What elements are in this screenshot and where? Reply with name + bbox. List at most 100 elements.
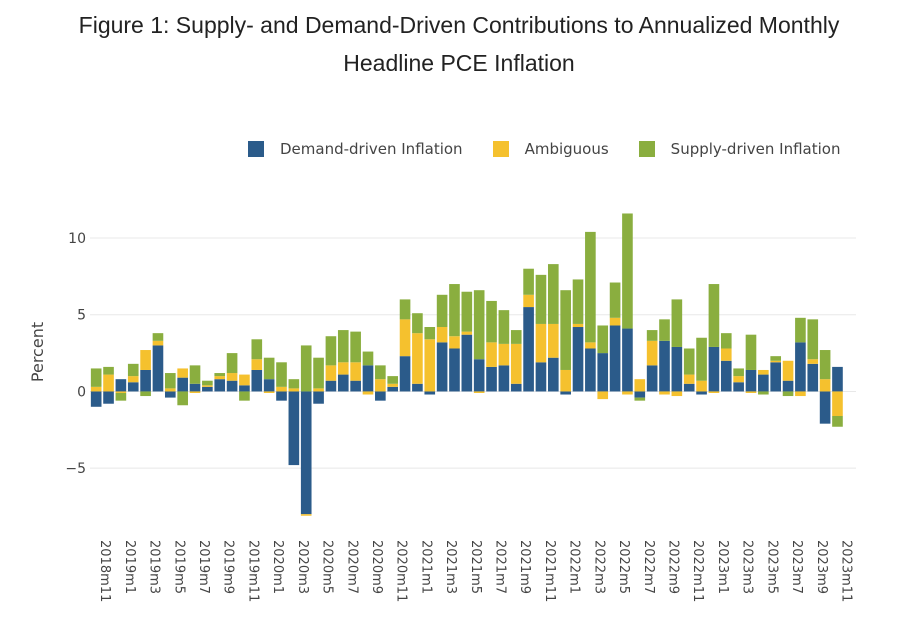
- bar-ambiguous-2019m11: [239, 374, 250, 386]
- bar-demand-2019m8: [202, 386, 213, 392]
- bar-ambiguous-2021m7: [486, 342, 497, 367]
- bar-demand-2023m3: [733, 382, 744, 392]
- bar-demand-2022m12: [696, 391, 707, 395]
- bar-demand-2021m1: [412, 383, 423, 392]
- x-tick-label: 2022m7: [641, 540, 656, 594]
- bar-supply-2019m8: [202, 380, 213, 386]
- bar-demand-2023m7: [782, 380, 794, 392]
- x-tick-label: 2022m5: [616, 540, 631, 594]
- bar-ambiguous-2019m1: [115, 391, 127, 393]
- x-tick-label: 2019m5: [171, 540, 186, 594]
- bar-supply-2019m6: [177, 391, 188, 406]
- legend-item-supply[interactable]: Supply-driven Inflation: [638, 140, 841, 158]
- x-tick-label: 2021m1: [418, 540, 433, 594]
- bar-ambiguous-2023m6: [770, 360, 782, 363]
- bar-demand-2020m8: [350, 380, 361, 392]
- bar-demand-2020m3: [288, 391, 300, 466]
- bar-supply-2021m8: [498, 310, 510, 344]
- bar-supply-2023m1: [708, 284, 720, 347]
- x-tick-label: 2021m3: [443, 540, 458, 594]
- bar-ambiguous-2023m7: [782, 360, 794, 381]
- bar-demand-2022m5: [609, 325, 621, 392]
- bar-supply-2022m4: [597, 325, 609, 354]
- bar-demand-2019m2: [127, 382, 139, 392]
- bar-demand-2023m4: [745, 369, 757, 392]
- x-tick-label: 2023m3: [740, 540, 755, 594]
- legend-item-demand[interactable]: Demand-driven Inflation: [248, 140, 463, 158]
- bar-ambiguous-2021m3: [436, 327, 448, 343]
- bar-supply-2021m11: [535, 274, 547, 324]
- bar-supply-2018m11: [90, 368, 102, 387]
- bar-supply-2020m5: [313, 357, 324, 389]
- bar-demand-2020m5: [313, 391, 324, 404]
- bar-demand-2022m11: [683, 383, 695, 392]
- x-tick-label: 2019m11: [245, 540, 260, 602]
- bar-demand-2018m11: [90, 391, 102, 407]
- legend-label-supply: Supply-driven Inflation: [670, 140, 841, 158]
- bar-ambiguous-2020m7: [337, 362, 349, 375]
- bar-ambiguous-2023m1: [708, 391, 720, 393]
- bar-demand-2021m2: [424, 391, 436, 395]
- bar-ambiguous-2021m1: [412, 333, 423, 384]
- bar-ambiguous-2020m8: [350, 362, 361, 381]
- bar-ambiguous-2022m4: [597, 391, 609, 400]
- bar-demand-2020m2: [276, 391, 287, 401]
- bar-supply-2019m12: [251, 339, 263, 360]
- bar-ambiguous-2023m8: [795, 391, 806, 397]
- bar-ambiguous-2023m10: [819, 379, 831, 392]
- bar-ambiguous-2022m5: [609, 317, 621, 326]
- bar-supply-2021m9: [510, 330, 522, 344]
- bar-demand-2018m12: [103, 391, 114, 404]
- bar-supply-2020m1: [263, 357, 275, 380]
- x-tick-label: 2021m9: [517, 540, 532, 594]
- bar-demand-2022m2: [572, 327, 584, 392]
- bar-ambiguous-2020m2: [276, 386, 287, 392]
- bar-demand-2021m8: [498, 365, 510, 392]
- legend-item-ambiguous[interactable]: Ambiguous: [492, 140, 609, 158]
- bar-demand-2022m4: [597, 353, 609, 392]
- bar-supply-2019m9: [214, 373, 226, 377]
- bar-demand-2019m12: [251, 369, 263, 392]
- bar-demand-2019m6: [177, 377, 188, 392]
- bar-ambiguous-2018m11: [90, 386, 102, 392]
- bar-demand-2022m10: [671, 346, 683, 392]
- bar-ambiguous-2020m10: [375, 379, 386, 392]
- legend-swatch-supply: [638, 141, 655, 157]
- bar-demand-2019m9: [214, 379, 226, 392]
- bar-ambiguous-2020m1: [263, 391, 275, 393]
- bar-ambiguous-2019m9: [214, 376, 226, 380]
- x-tick-label: 2020m3: [295, 540, 310, 594]
- x-tick-label: 2021m7: [493, 540, 508, 594]
- bar-supply-2022m3: [585, 231, 596, 343]
- bar-supply-2020m6: [325, 336, 337, 366]
- bar-ambiguous-2019m5: [164, 388, 176, 392]
- grid-lines: [90, 237, 856, 469]
- bar-ambiguous-2019m10: [226, 373, 238, 381]
- bar-supply-2020m12: [399, 299, 411, 320]
- bar-ambiguous-2020m11: [387, 383, 399, 387]
- bar-demand-2020m12: [399, 356, 411, 392]
- bar-ambiguous-2022m6: [622, 391, 633, 395]
- bar-supply-2020m4: [300, 345, 312, 392]
- x-tick-label: 2019m3: [147, 540, 162, 594]
- x-tick-label: 2021m11: [542, 540, 557, 602]
- bar-supply-2020m8: [350, 331, 361, 363]
- x-tick-label: 2023m7: [789, 540, 804, 594]
- bar-supply-2018m12: [103, 366, 114, 375]
- bar-supply-2019m4: [152, 333, 164, 341]
- bar-ambiguous-2023m3: [733, 376, 744, 383]
- bar-supply-2023m7: [782, 391, 794, 397]
- bar-demand-2021m3: [436, 342, 448, 392]
- bar-ambiguous-2020m3: [288, 388, 300, 392]
- bar-supply-2022m9: [659, 319, 670, 341]
- x-tick-label: 2021m5: [468, 540, 483, 594]
- bar-demand-2021m9: [510, 383, 522, 392]
- bar-demand-2020m4: [300, 391, 312, 515]
- legend-swatch-ambiguous: [492, 141, 509, 157]
- legend-label-demand: Demand-driven Inflation: [280, 140, 463, 158]
- bar-supply-2021m12: [547, 264, 559, 324]
- chart-title: Figure 1: Supply- and Demand-Driven Cont…: [0, 6, 918, 82]
- y-axis-ticks: −5 0 5 10: [65, 231, 86, 477]
- bar-ambiguous-2022m11: [683, 374, 695, 384]
- y-tick-label: 0: [77, 384, 86, 400]
